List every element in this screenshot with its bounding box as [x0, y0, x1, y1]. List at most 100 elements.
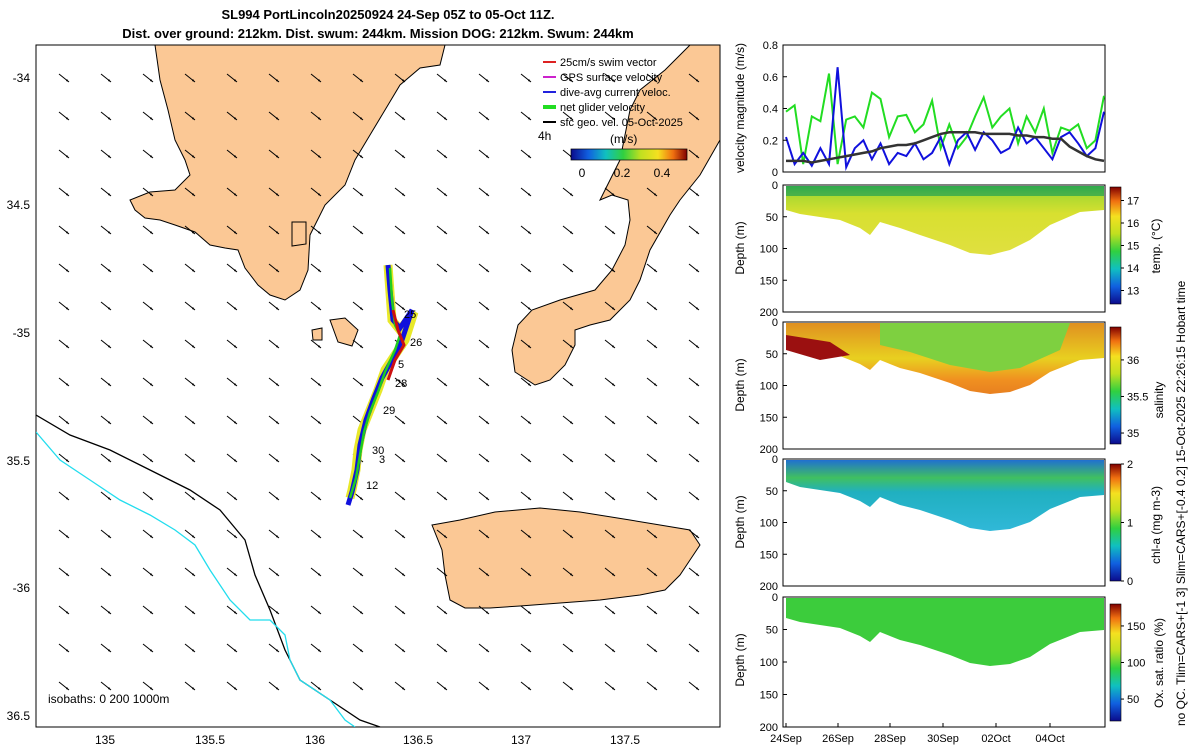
ctick-label: 2: [1127, 459, 1133, 471]
current-arrow-head: [360, 535, 363, 538]
current-arrow-head: [66, 649, 69, 652]
current-arrow-head: [444, 79, 447, 82]
current-arrow-head: [360, 155, 363, 158]
current-arrow-head: [612, 611, 615, 614]
current-arrow-head: [570, 117, 573, 120]
oxygen-ylabel: Depth (m): [733, 633, 747, 686]
current-arrow-head: [108, 345, 111, 348]
current-arrow-head: [486, 649, 489, 652]
current-arrow-head: [486, 535, 489, 538]
map-lon-ticks: 135 135.5 136 136.5 137 137.5: [95, 733, 640, 747]
lon-tick: 135: [95, 733, 115, 747]
current-arrow-head: [486, 269, 489, 272]
chla-colorbar-ticks: 0 1 2: [1121, 459, 1133, 588]
current-arrow-head: [570, 307, 573, 310]
current-arrow-head: [192, 345, 195, 348]
map-lat-ticks: -34 34.5 -35 35.5 -36 36.5: [7, 71, 31, 723]
day-label: 30: [372, 445, 384, 457]
current-arrow-head: [612, 79, 615, 82]
current-arrow-head: [108, 231, 111, 234]
temperature-clabel: temp. (°C): [1149, 219, 1163, 274]
ytick-label: 50: [766, 486, 778, 498]
oxygen-colorbar: [1109, 603, 1122, 722]
current-arrow-head: [402, 269, 405, 272]
current-arrow-head: [528, 193, 531, 196]
current-arrow-head: [192, 535, 195, 538]
current-arrow-head: [570, 497, 573, 500]
current-arrow-head: [570, 231, 573, 234]
current-arrow-head: [234, 231, 237, 234]
current-arrow-head: [528, 79, 531, 82]
current-arrow-head: [402, 231, 405, 234]
salinity-clabel: salinity: [1152, 382, 1166, 419]
ytick-label: 150: [760, 690, 778, 702]
chla-clabel: chl-a (mg m-3): [1149, 486, 1163, 564]
current-arrow-head: [150, 649, 153, 652]
lon-tick: 137: [511, 733, 531, 747]
current-arrow-head: [402, 117, 405, 120]
current-arrow-head: [528, 231, 531, 234]
legend-label: net glider velocity: [560, 102, 645, 114]
current-arrow-head: [108, 611, 111, 614]
current-arrow-head: [150, 231, 153, 234]
isobath-1000m: [36, 431, 356, 727]
ytick-label: 100: [760, 381, 778, 393]
current-arrow-head: [528, 573, 531, 576]
current-arrow-head: [276, 383, 279, 386]
current-arrow-head: [612, 345, 615, 348]
side-note: no QC. Tlim=CARS+[-1 3] Slim=CARS+[-0.4 …: [1174, 280, 1188, 726]
salinity-colorbar: [1109, 326, 1122, 445]
current-arrow-head: [402, 383, 405, 386]
current-arrow-head: [486, 459, 489, 462]
ytick-label: 200: [760, 722, 778, 734]
oxygen-data-fill: [786, 598, 1104, 666]
oxygen-clabel: Ox. sat. ratio (%): [1152, 618, 1166, 708]
oxygen-colorbar-ticks: 50 100 150: [1121, 621, 1145, 706]
current-arrow-head: [192, 79, 195, 82]
current-arrow-head: [528, 155, 531, 158]
current-arrow-head: [150, 79, 153, 82]
salinity-colorbar-ticks: 35 35.5 36: [1121, 355, 1148, 440]
temperature-colorbar-ticks: 13 14 15 16 17: [1121, 196, 1139, 298]
lat-tick: -36: [13, 581, 31, 595]
ytick-label: 50: [766, 625, 778, 637]
current-arrow-head: [444, 649, 447, 652]
current-arrow-head: [486, 79, 489, 82]
velocity-series-line: [785, 67, 1105, 172]
current-arrow-head: [234, 459, 237, 462]
temperature-section: 0 50 100 150 200 13 14 15 16 17 Depth (m) temp. …: [733, 180, 1163, 319]
current-arrow-head: [234, 155, 237, 158]
current-arrow-head: [108, 155, 111, 158]
velocity-ylabel: velocity magnitude (m/s): [733, 43, 747, 173]
ytick-label: 0: [772, 454, 778, 466]
land-island-2: [291, 221, 307, 247]
temperature-surface-layer: [786, 186, 1104, 196]
xtick-label: 28Sep: [874, 733, 906, 745]
current-arrow-head: [150, 155, 153, 158]
current-arrow-head: [654, 307, 657, 310]
current-arrow-head: [402, 687, 405, 690]
current-arrow-head: [528, 687, 531, 690]
salinity-red-patch: [786, 335, 850, 360]
day-label: 3: [379, 454, 385, 466]
current-arrow-head: [150, 611, 153, 614]
current-arrow-head: [108, 497, 111, 500]
current-arrow-head: [486, 687, 489, 690]
current-arrow-head: [192, 573, 195, 576]
day-label: 25: [404, 309, 416, 321]
salinity-ylabel: Depth (m): [733, 358, 747, 411]
glider-track: [345, 264, 419, 506]
current-arrow-head: [318, 535, 321, 538]
current-arrow-head: [234, 497, 237, 500]
legend-label: GPS surface velocity: [560, 72, 663, 84]
current-arrow-head: [66, 383, 69, 386]
ytick-label: 0: [772, 592, 778, 604]
velocity-series: [785, 67, 1105, 172]
current-arrow-head: [654, 535, 657, 538]
map-panel: 25 26 5 28 29 30 3 12 -34 34.5 -35 35.5 …: [7, 44, 721, 747]
ctick-label: 16: [1127, 218, 1139, 230]
xtick-label: 24Sep: [770, 733, 802, 745]
current-arrow-head: [402, 421, 405, 424]
ctick-label: 0: [1127, 576, 1133, 588]
